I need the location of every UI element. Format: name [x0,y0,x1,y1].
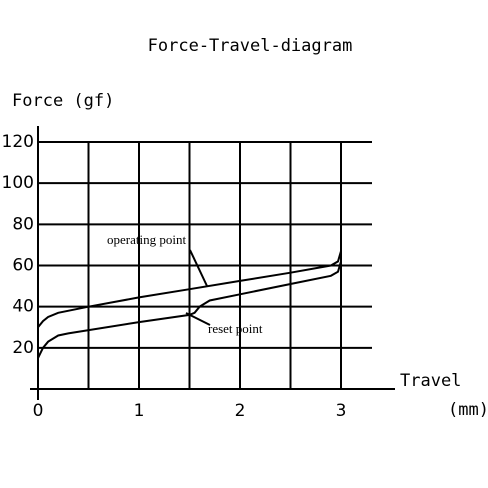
y-tick-label: 120 [2,132,34,152]
x-tick-label: 3 [336,401,347,421]
x-tick-label: 1 [134,401,145,421]
y-tick-label: 100 [2,173,34,193]
annotation: reset point [208,321,263,336]
curve [37,261,342,359]
x-tick-label: 0 [33,401,44,421]
y-tick-label: 20 [12,338,34,358]
y-tick-label: 40 [12,297,34,317]
chart-title: Force-Travel-diagram [148,36,353,56]
x-axis-unit: (mm) [448,400,488,420]
annotation: operating point [107,232,186,247]
x-axis-label: Travel [400,371,461,391]
annotation-arrow [185,312,211,326]
y-tick-label: 60 [12,256,34,276]
curve [37,250,342,328]
annotation-arrow [189,249,208,287]
y-tick-label: 80 [12,214,34,234]
x-tick-label: 2 [235,401,246,421]
y-axis-label: Force (gf) [12,91,114,111]
